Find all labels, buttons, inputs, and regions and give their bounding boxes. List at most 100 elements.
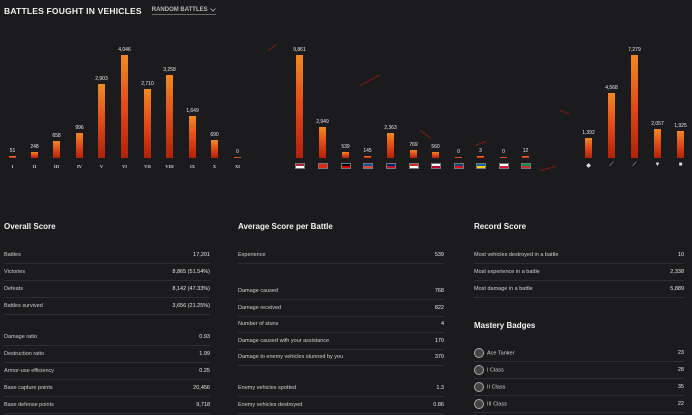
stat-label: Damage received [238, 305, 281, 311]
stat-row: Base defense points 9,718 [4, 396, 210, 414]
stat-row: Damage caused with your assistance 170 [238, 332, 444, 350]
stat-label-text: Enemy vehicles spotted [238, 384, 297, 391]
chart-bar[interactable] [500, 156, 507, 158]
stat-row: Victories 8,865 (51.54%) [4, 263, 210, 281]
stat-label-text: Experience [238, 251, 266, 258]
bar-value-label: 0 [502, 148, 505, 155]
stat-label: Armor-use efficiency [4, 368, 54, 374]
stat-label: Battles [4, 252, 21, 258]
stat-row: Damage to enemy vehicles stunned by you 3… [238, 348, 444, 366]
mastery-badge-icon [474, 398, 484, 409]
tier-tick-label: IV [76, 164, 82, 169]
battle-type-dropdown[interactable]: RANDOM BATTLES [151, 7, 216, 15]
stat-row: Damage received 822 [238, 299, 444, 317]
stat-row: Most vehicles destroyed in a battle 10 [474, 246, 684, 264]
stat-value: 9,718 [196, 401, 210, 408]
chart-bar[interactable] [234, 156, 241, 158]
bar-value-label: 145 [363, 148, 372, 154]
stat-value: 20,456 [193, 384, 210, 391]
bar-value-label: 2,949 [316, 119, 329, 126]
nation-flag-icon [475, 163, 486, 169]
decor-streak [359, 74, 380, 86]
vehicle-type-icon: ⟋ [609, 162, 614, 168]
battles-charts: 51 I 248 II 658 III 996 IV 2,903 V 4,046 VI 2,710 VII… [0, 20, 692, 190]
bar-value-label: 2,057 [651, 120, 664, 127]
stat-row: I Class 28 [474, 361, 684, 379]
bar-value-label: 2,710 [141, 81, 154, 87]
stat-value: 1.99 [199, 350, 210, 357]
chart-bar[interactable] [477, 156, 484, 158]
chart-bar[interactable] [319, 127, 326, 158]
chart-bar[interactable] [296, 55, 303, 158]
tier-tick-label: II [32, 164, 37, 169]
chart-bar[interactable] [31, 151, 38, 158]
stat-row: III Class 22 [474, 395, 684, 413]
decor-streak [419, 130, 432, 139]
bar-value-label: 769 [409, 141, 418, 148]
stat-label: Ace Tanker [474, 347, 514, 358]
chart-bar[interactable] [631, 55, 638, 158]
stat-row: Destruction ratio 1.99 [4, 345, 210, 363]
stat-label: II Class [474, 381, 505, 392]
stat-label-text: Damage to enemy vehicles stunned by you [238, 353, 344, 360]
stat-value: 17,201 [193, 251, 210, 258]
stat-label: Number of stuns [238, 321, 278, 327]
chart-bar[interactable] [522, 156, 529, 158]
chart-bar[interactable] [189, 116, 196, 158]
decor-streak [474, 140, 487, 146]
stat-value: 0.93 [199, 333, 210, 340]
stat-label: Damage ratio [4, 334, 37, 340]
chart-bar[interactable] [98, 84, 105, 158]
chart-bar[interactable] [144, 89, 151, 158]
stat-label-text: Destruction ratio [4, 350, 45, 357]
chart-bar[interactable] [166, 75, 173, 158]
chart-bar[interactable] [387, 133, 394, 158]
chart-bar[interactable] [654, 128, 661, 158]
chart-bar[interactable] [364, 156, 371, 158]
stat-label-text: Battles survived [4, 302, 43, 309]
stat-label: Victories [4, 269, 25, 275]
bar-value-label: 560 [431, 144, 440, 151]
chart-bar[interactable] [608, 93, 615, 158]
vehicle-type-icon: ▼ [654, 162, 661, 168]
stat-row: Experience 539 [238, 246, 444, 264]
stat-row: Damage ratio 0.93 [4, 328, 210, 346]
chart-bar[interactable] [342, 152, 349, 158]
stat-label: Defeats [4, 286, 23, 292]
stat-row: II Class 35 [474, 378, 684, 396]
stat-row: Ace Tanker 23 [474, 344, 684, 362]
stat-row: Number of stuns 4 [238, 315, 444, 333]
chart-bar[interactable] [76, 132, 83, 158]
chart-bar[interactable] [677, 130, 684, 158]
tier-tick-label: V [99, 164, 104, 169]
vehicle-type-icon: ⟋ [632, 162, 637, 168]
stat-label-text: Most damage in a battle [474, 285, 533, 292]
chart-bar[interactable] [585, 138, 592, 158]
chart-bar[interactable] [432, 152, 439, 158]
bar-value-label: 51 [9, 148, 16, 154]
chart-bar[interactable] [9, 156, 16, 158]
stat-value: 8,865 (51.54%) [172, 268, 210, 275]
chart-bar[interactable] [211, 140, 218, 158]
stat-value: 35 [677, 383, 684, 390]
battle-type-label: RANDOM BATTLES [151, 7, 208, 13]
stat-value: 822 [434, 304, 444, 311]
stat-label: III Class [474, 398, 507, 409]
bar-value-label: 7,279 [628, 47, 641, 53]
bar-value-label: 2,903 [95, 76, 108, 83]
bar-value-label: 539 [341, 144, 350, 151]
chart-bar[interactable] [53, 141, 60, 158]
stat-label: Battles survived [4, 303, 43, 309]
stat-label: Experience [238, 252, 266, 258]
nation-flag-icon [408, 163, 419, 169]
chart-bar[interactable] [455, 156, 462, 158]
chart-bar[interactable] [410, 149, 417, 158]
chart-bar[interactable] [121, 55, 128, 158]
stat-label-text: Base defense points [4, 401, 54, 408]
stat-label-text: Damage ratio [4, 333, 38, 340]
stat-label-text: Most vehicles destroyed in a battle [474, 251, 559, 258]
stat-label-text: Damage received [238, 304, 282, 311]
nation-flag-icon [430, 163, 441, 169]
bar-value-label: 0 [457, 148, 460, 155]
